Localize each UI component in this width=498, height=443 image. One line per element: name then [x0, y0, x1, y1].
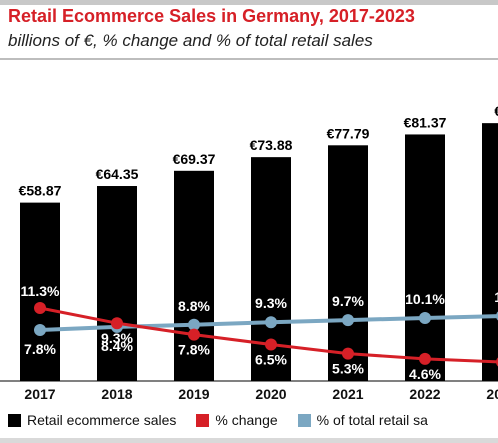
bar-value-label-2018: €64.35: [96, 166, 139, 182]
bar-2021: [328, 145, 368, 381]
share-label-2023: 10: [494, 289, 498, 305]
bar-value-label-2020: €73.88: [250, 137, 293, 153]
bar-value-label-2022: €81.37: [404, 114, 447, 130]
change-label-2020: 6.5%: [255, 351, 287, 367]
legend: Retail ecommerce sales % change % of tot…: [8, 412, 448, 428]
bar-value-label-2021: €77.79: [327, 125, 370, 141]
share-point-2017: [34, 324, 46, 336]
x-tick-label-2023: 2023: [486, 386, 498, 402]
legend-item-share: % of total retail sa: [297, 412, 428, 428]
change-point-2019: [188, 328, 200, 341]
chart-title: Retail Ecommerce Sales in Germany, 2017-…: [8, 6, 415, 26]
bar-2023: [482, 123, 498, 381]
change-label-2018: 9.3%: [101, 330, 133, 346]
bar-2019: [174, 170, 214, 381]
legend-label-sales: Retail ecommerce sales: [27, 412, 177, 428]
bar-value-label-2019: €69.37: [173, 151, 216, 167]
share-label-2019: 8.8%: [178, 298, 210, 314]
x-tick-label-2022: 2022: [409, 386, 440, 402]
change-point-2018: [111, 317, 123, 330]
chart-subtitle: billions of €, % change and % of total r…: [8, 31, 373, 50]
share-label-2021: 9.7%: [332, 293, 364, 309]
change-point-2021: [342, 347, 354, 360]
legend-swatch-share: [297, 413, 311, 427]
share-point-2020: [265, 316, 277, 329]
bar-2022: [405, 134, 445, 381]
share-point-2022: [419, 312, 431, 325]
legend-item-sales: Retail ecommerce sales: [8, 412, 176, 428]
x-tick-label-2017: 2017: [24, 386, 55, 402]
share-label-2017: 7.8%: [24, 341, 56, 357]
share-point-2019: [188, 318, 200, 331]
share-label-2020: 9.3%: [255, 295, 287, 311]
change-point-2020: [265, 338, 277, 351]
x-tick-label-2019: 2019: [178, 386, 209, 402]
x-tick-label-2020: 2020: [255, 386, 286, 402]
x-tick-label-2021: 2021: [332, 386, 363, 402]
change-label-2017: 11.3%: [21, 283, 60, 299]
bar-2018: [97, 186, 137, 381]
bar-value-label-2023: €8: [494, 103, 498, 119]
legend-label-change: % change: [215, 412, 278, 428]
change-label-2021: 5.3%: [332, 361, 364, 377]
bar-2017: [20, 202, 60, 381]
change-label-2019: 7.8%: [178, 342, 210, 358]
legend-swatch-change: [196, 413, 210, 427]
share-label-2018: 8.4%: [101, 338, 133, 354]
top-rule: [0, 0, 498, 5]
bar-value-label-2017: €58.87: [19, 183, 62, 199]
header-separator: [0, 58, 498, 60]
share-point-2021: [342, 314, 354, 327]
chart-canvas: €58.87 €64.35 €69.37 €73.88 €77.79 €81.37 €8 20…: [0, 103, 498, 402]
change-label-2022: 4.6%: [409, 366, 441, 382]
change-point-2017: [34, 302, 46, 314]
legend-label-share: % of total retail sa: [316, 412, 428, 428]
legend-swatch-sales: [8, 413, 21, 427]
x-tick-label-2018: 2018: [101, 386, 132, 402]
bottom-rule: [0, 438, 498, 443]
change-point-2022: [419, 352, 431, 365]
share-label-2022: 10.1%: [405, 291, 445, 307]
legend-item-change: % change: [196, 412, 278, 428]
